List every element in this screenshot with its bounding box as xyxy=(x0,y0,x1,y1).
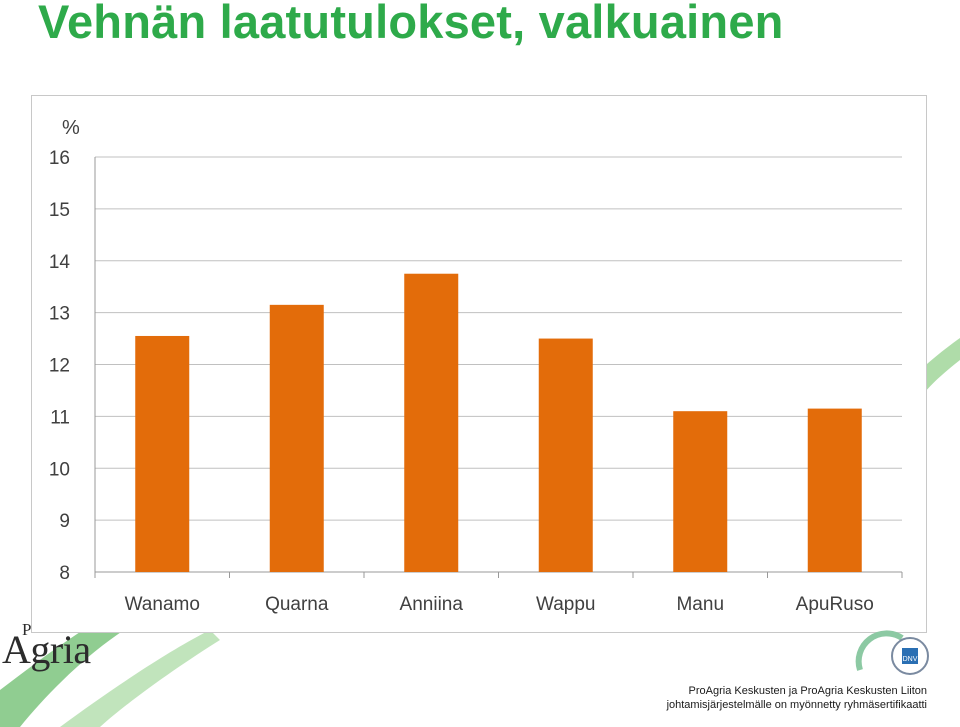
y-axis-label: % xyxy=(62,117,80,139)
proagria-logo: P Agria xyxy=(0,612,130,692)
footer-text: ProAgria Keskusten ja ProAgria Keskusten… xyxy=(667,684,927,712)
bar xyxy=(404,273,459,572)
y-tick-label: 14 xyxy=(49,252,71,273)
y-tick-label: 12 xyxy=(49,356,70,377)
footer-line-2: johtamisjärjestelmälle on myönnetty ryhm… xyxy=(666,699,927,711)
y-tick-label: 16 xyxy=(49,148,70,169)
slide-title: Vehnän laatutulokset, valkuainen xyxy=(38,0,784,48)
bar xyxy=(807,408,862,572)
y-tick-label: 8 xyxy=(59,563,70,584)
cert-label: DNV xyxy=(903,656,918,663)
logo-word: Agria xyxy=(2,627,91,672)
bar xyxy=(135,335,190,572)
y-tick-label: 11 xyxy=(50,407,70,428)
x-tick-label: Anniina xyxy=(400,594,464,615)
x-tick-label: Quarna xyxy=(265,594,329,615)
logo-prefix: P xyxy=(22,620,32,639)
bar xyxy=(269,304,324,572)
bar xyxy=(673,411,728,572)
x-tick-label: Wappu xyxy=(536,594,596,615)
footer-line-1: ProAgria Keskusten ja ProAgria Keskusten… xyxy=(688,685,927,697)
y-tick-label: 10 xyxy=(49,459,70,480)
chart-frame: 8 9 10 11 12 13 14 15 16% Wanamo Quarna Anniina Wapp… xyxy=(31,95,927,633)
y-tick-label: 15 xyxy=(49,200,70,221)
certification-badge-icon: DNV xyxy=(855,630,929,675)
x-tick-label: Manu xyxy=(676,594,724,615)
bar xyxy=(538,338,593,572)
y-tick-label: 13 xyxy=(49,304,70,325)
y-tick-label: 9 xyxy=(59,511,70,532)
x-tick-label: Wanamo xyxy=(125,594,200,615)
x-tick-label: ApuRuso xyxy=(796,594,874,615)
bar-chart: 8 9 10 11 12 13 14 15 16% Wanamo Quarna Anniina Wapp… xyxy=(49,117,903,615)
